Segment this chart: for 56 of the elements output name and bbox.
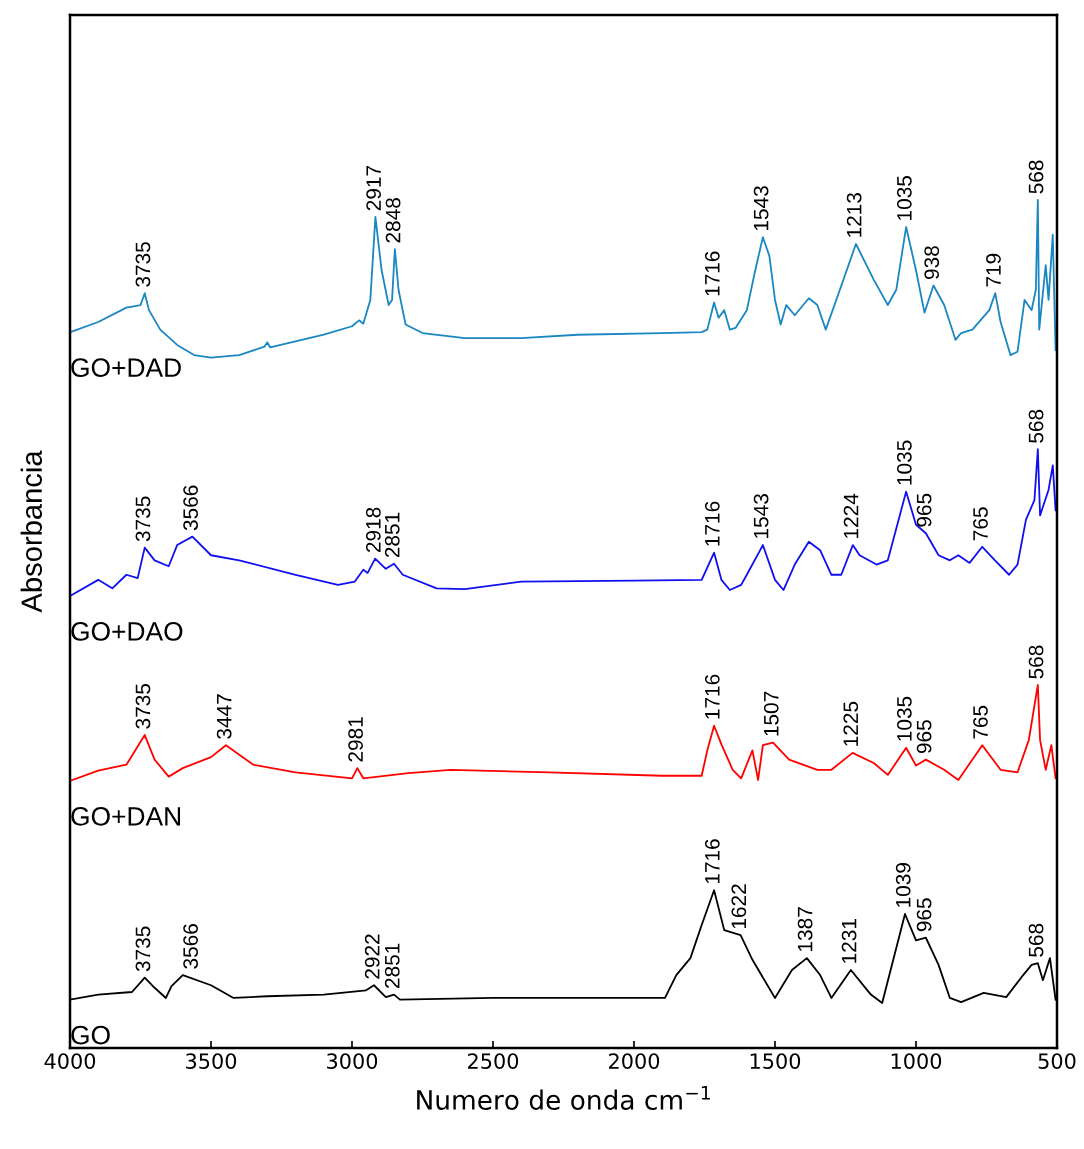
series-label: GO [71, 1025, 110, 1045]
annotation: 3566 [183, 485, 198, 531]
x-tick-label: 2500 [468, 1053, 519, 1069]
annotation: 2917 [366, 166, 381, 211]
x-tick-label: 4000 [44, 1053, 96, 1069]
annotation: 1716 [704, 839, 720, 884]
series-label: GO+DAD [71, 358, 181, 378]
annotation: 568 [1028, 160, 1044, 194]
annotation: 2981 [348, 717, 363, 762]
x-tick-label: 3000 [327, 1053, 378, 1069]
x-tick-label: 2000 [609, 1053, 660, 1069]
annotation: 1622 [731, 884, 747, 929]
annotation: 965 [916, 720, 932, 754]
y-axis-title: Absorbancia [20, 450, 43, 613]
annotation: 765 [973, 507, 988, 541]
annotation: 3735 [135, 242, 151, 287]
annotation: 2918 [365, 507, 381, 553]
annotation: 1035 [896, 440, 912, 485]
annotation: 568 [1028, 645, 1044, 679]
annotation: 3735 [135, 926, 151, 972]
annotation: 3735 [135, 684, 151, 729]
annotation: 965 [916, 493, 932, 527]
annotation: 1213 [846, 193, 862, 237]
x-tick-label: 500 [1038, 1053, 1076, 1069]
series-label: GO+DAO [71, 622, 183, 641]
annotation: 2851 [384, 943, 400, 988]
annotation: 1543 [753, 186, 769, 231]
annotation: 965 [916, 898, 932, 932]
annotation: 2848 [385, 198, 401, 243]
x-axis-title: Numero de onda cm$^{−1}$ [417, 1085, 710, 1110]
annotation: 1224 [843, 493, 859, 538]
annotation: 1035 [896, 696, 912, 741]
annotation: 1543 [753, 494, 769, 538]
annotation: 1225 [843, 701, 859, 746]
x-tick-label: 1500 [750, 1053, 801, 1069]
annotation: 568 [1028, 409, 1044, 443]
annotation: 1387 [797, 907, 813, 951]
annotation: 3735 [135, 496, 151, 542]
series-label: GO+DAN [71, 806, 181, 826]
x-tick-label: 1000 [891, 1053, 942, 1069]
annotation: 2851 [384, 512, 400, 558]
annotation: 1507 [763, 691, 779, 736]
annotation: 1716 [704, 251, 720, 296]
annotation: 1035 [896, 176, 912, 220]
annotation: 3447 [216, 694, 232, 739]
annotation: 765 [973, 705, 988, 739]
annotation: 1231 [841, 919, 857, 963]
annotation: 3566 [183, 924, 198, 969]
annotation: 2922 [364, 934, 380, 979]
annotation: 568 [1028, 923, 1044, 957]
annotation: 1716 [704, 674, 720, 719]
annotation: 938 [924, 246, 940, 280]
annotation: 1039 [895, 863, 911, 907]
x-tick-label: 3500 [186, 1053, 237, 1069]
annotation: 719 [986, 253, 1001, 287]
annotation: 1716 [704, 501, 720, 546]
